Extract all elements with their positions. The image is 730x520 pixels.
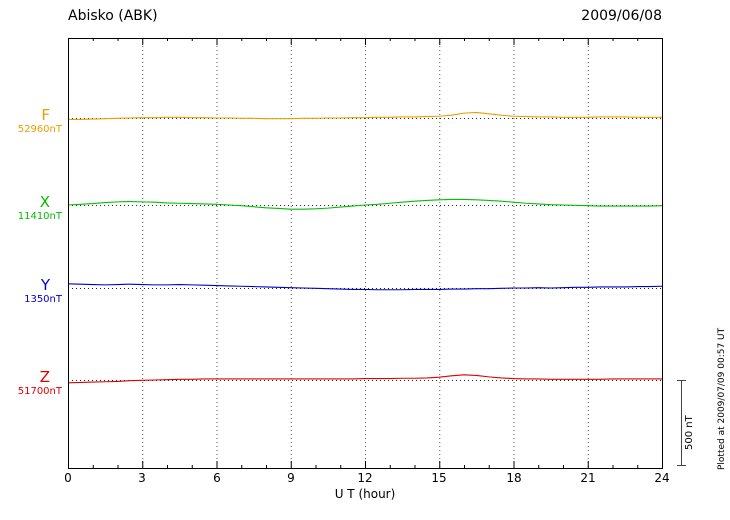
series-baseline-label-Z: 51700nT (17, 386, 62, 397)
x-tick-label: 3 (138, 471, 146, 485)
scale-bar-label: 500 nT (684, 415, 695, 451)
plot-footnote: Plotted at 2009/07/09 00:57 UT (717, 327, 727, 470)
series-baseline-label-X: 11410nT (17, 211, 62, 222)
series-baseline-label-Y: 1350nT (24, 294, 62, 305)
trace-F (68, 111, 662, 120)
x-tick-label: 24 (654, 471, 670, 485)
x-tick-label: 0 (64, 471, 72, 485)
series-baseline-label-F: 52960nT (17, 124, 62, 135)
series-label-Y: Y (40, 276, 50, 294)
trace-X (67, 198, 663, 210)
plot-date: 2009/06/08 (581, 8, 662, 24)
station-title: Abisko (ABK) (68, 8, 158, 24)
trace-Y (67, 283, 663, 291)
trace-Z (67, 374, 662, 384)
x-tick-label: 6 (213, 471, 221, 485)
x-tick-label: 9 (287, 471, 295, 485)
x-tick-label: 15 (431, 471, 447, 485)
series-label-X: X (39, 193, 50, 211)
x-tick-label: 21 (580, 471, 596, 485)
series-label-F: F (41, 106, 50, 124)
x-tick-label: 12 (357, 471, 373, 485)
series-label-Z: Z (39, 368, 50, 386)
x-tick-label: 18 (506, 471, 522, 485)
x-axis-label: U T (hour) (334, 487, 396, 501)
plot-frame (68, 38, 663, 469)
